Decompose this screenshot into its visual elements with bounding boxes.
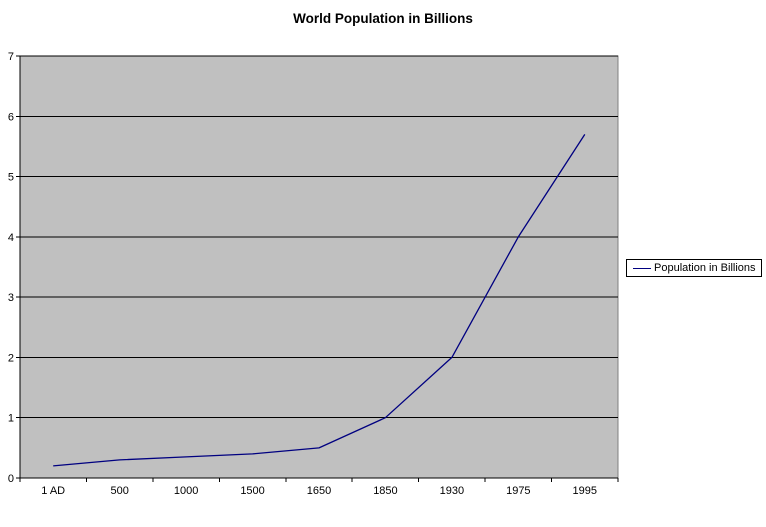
y-axis-tick-label: 5 (8, 172, 14, 184)
y-axis-tick-label: 3 (8, 292, 14, 304)
line-series-icon (633, 267, 651, 269)
x-axis-tick-label: 1850 (373, 485, 397, 497)
y-axis-tick-label: 4 (8, 232, 14, 244)
x-axis-tick-label: 1 AD (41, 485, 65, 497)
x-axis-tick-label: 1650 (307, 485, 331, 497)
x-axis-tick-label: 1975 (506, 485, 530, 497)
x-axis-tick-label: 1500 (240, 485, 264, 497)
x-axis-tick-label: 1930 (440, 485, 464, 497)
legend-label: Population in Billions (654, 262, 756, 274)
y-axis-tick-label: 2 (8, 352, 14, 364)
legend: Population in Billions (626, 259, 762, 277)
x-axis-tick-label: 1000 (174, 485, 198, 497)
x-axis-tick-label: 1995 (573, 485, 597, 497)
x-axis-tick-label: 500 (110, 485, 128, 497)
y-axis-tick-label: 0 (8, 473, 14, 485)
y-axis-tick-label: 1 (8, 413, 14, 425)
series-line (53, 134, 586, 467)
chart-title: World Population in Billions (293, 11, 473, 26)
y-axis-tick-label: 6 (8, 111, 14, 123)
plot-background (19, 55, 619, 479)
y-axis-tick-label: 7 (8, 51, 14, 63)
